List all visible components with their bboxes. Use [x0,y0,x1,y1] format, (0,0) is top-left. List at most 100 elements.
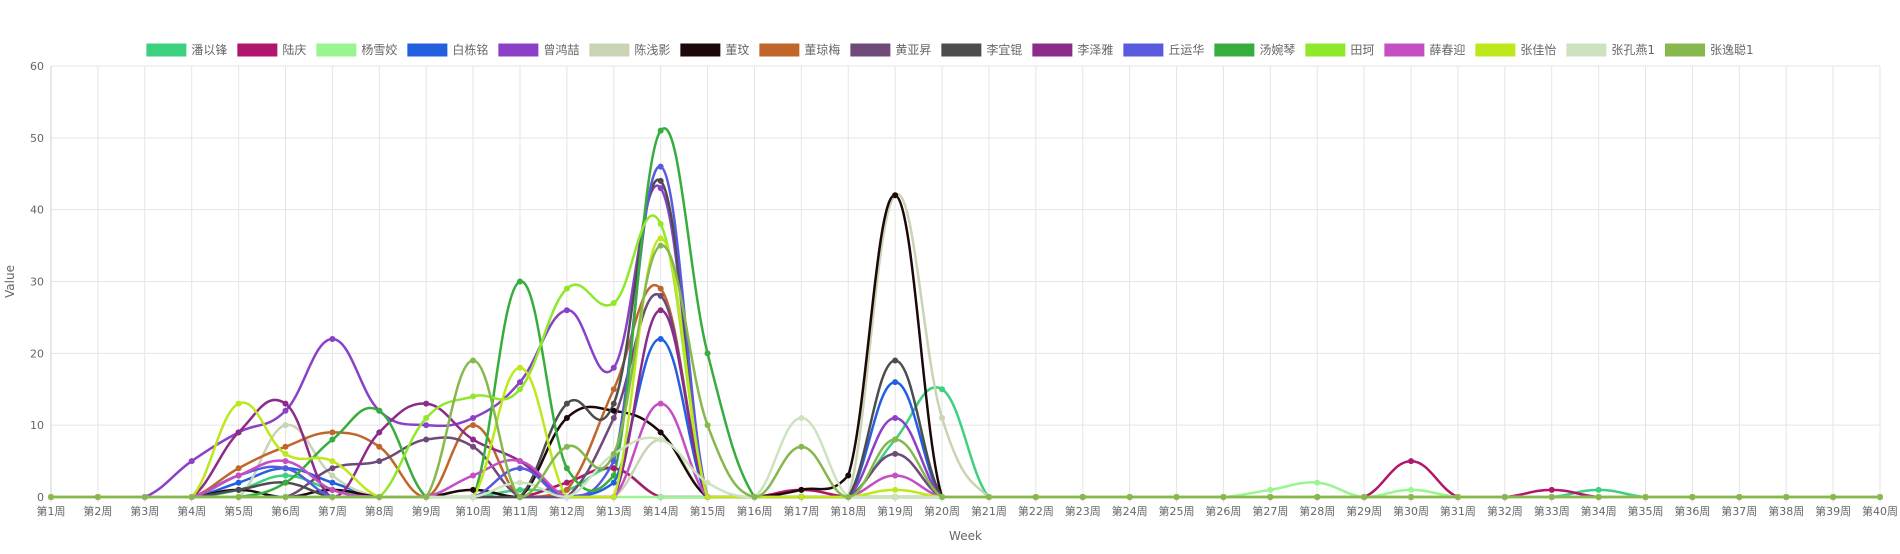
legend-item[interactable]: 丘运华 [1123,43,1204,57]
data-point[interactable] [329,335,336,342]
data-point[interactable] [235,494,242,500]
data-point[interactable] [516,479,523,486]
legend-item[interactable]: 陈浅影 [589,42,670,57]
data-point[interactable] [516,379,523,386]
data-point[interactable] [657,242,664,249]
data-point[interactable] [470,443,477,450]
data-point[interactable] [516,486,523,493]
data-point[interactable] [188,458,195,465]
data-point[interactable] [892,436,899,443]
data-point[interactable] [610,479,617,486]
data-point[interactable] [657,177,664,184]
data-point[interactable] [563,486,570,493]
data-point[interactable] [1314,479,1321,486]
data-point[interactable] [610,364,617,371]
legend-item[interactable]: 潘以锋 [146,43,227,57]
data-point[interactable] [423,494,430,500]
data-point[interactable] [657,285,664,292]
legend-item[interactable]: 白栋铭 [407,42,488,57]
data-point[interactable] [1408,486,1415,493]
data-point[interactable] [1267,494,1274,500]
data-point[interactable] [892,450,899,457]
data-point[interactable] [1361,494,1368,500]
data-point[interactable] [939,414,946,421]
legend-item[interactable]: 董琼梅 [759,42,840,57]
data-point[interactable] [141,494,148,500]
data-point[interactable] [329,472,336,479]
data-point[interactable] [985,494,992,500]
data-point[interactable] [1736,494,1743,500]
data-point[interactable] [235,465,242,472]
data-point[interactable] [1267,486,1274,493]
data-point[interactable] [798,486,805,493]
data-point[interactable] [282,458,289,465]
data-point[interactable] [845,472,852,479]
data-point[interactable] [423,414,430,421]
data-point[interactable] [563,307,570,314]
data-point[interactable] [657,235,664,242]
data-point[interactable] [282,465,289,472]
data-point[interactable] [235,486,242,493]
data-point[interactable] [704,422,711,429]
data-point[interactable] [516,494,523,500]
legend-item[interactable]: 杨雪姣 [316,42,397,57]
data-point[interactable] [563,494,570,500]
legend-item[interactable]: 田珂 [1305,43,1374,57]
data-point[interactable] [657,221,664,228]
data-point[interactable] [610,472,617,479]
data-point[interactable] [282,479,289,486]
data-point[interactable] [329,494,336,500]
data-point[interactable] [563,479,570,486]
data-point[interactable] [657,185,664,192]
data-point[interactable] [610,494,617,500]
legend-item[interactable]: 李宜锟 [941,42,1022,57]
data-point[interactable] [563,400,570,407]
data-point[interactable] [1032,494,1039,500]
data-point[interactable] [329,465,336,472]
data-point[interactable] [1408,494,1415,500]
data-point[interactable] [423,422,430,429]
data-point[interactable] [423,400,430,407]
data-point[interactable] [376,429,383,436]
data-point[interactable] [329,458,336,465]
data-point[interactable] [704,494,711,500]
data-point[interactable] [892,494,899,500]
data-point[interactable] [751,494,758,500]
data-point[interactable] [657,400,664,407]
data-point[interactable] [235,429,242,436]
data-point[interactable] [892,192,899,199]
data-point[interactable] [610,300,617,307]
data-point[interactable] [657,163,664,170]
data-point[interactable] [516,458,523,465]
data-point[interactable] [329,479,336,486]
data-point[interactable] [657,307,664,314]
data-point[interactable] [892,414,899,421]
legend-item[interactable]: 张佳怡 [1475,43,1556,57]
data-point[interactable] [376,443,383,450]
data-point[interactable] [1548,486,1555,493]
data-point[interactable] [188,494,195,500]
data-point[interactable] [845,494,852,500]
data-point[interactable] [610,407,617,414]
data-point[interactable] [610,400,617,407]
legend-item[interactable]: 陆庆 [237,42,306,57]
legend-item[interactable]: 李泽雅 [1032,42,1113,57]
legend-item[interactable]: 薛春迎 [1384,43,1465,57]
data-point[interactable] [1642,494,1649,500]
data-point[interactable] [563,414,570,421]
data-point[interactable] [329,429,336,436]
data-point[interactable] [892,486,899,493]
data-point[interactable] [657,335,664,342]
data-point[interactable] [329,436,336,443]
data-point[interactable] [704,350,711,357]
data-point[interactable] [1079,494,1086,500]
data-point[interactable] [1314,494,1321,500]
data-point[interactable] [282,472,289,479]
legend-item[interactable]: 黄亚昇 [850,43,931,57]
data-point[interactable] [1595,494,1602,500]
data-point[interactable] [892,379,899,386]
legend-item[interactable]: 汤婉琴 [1214,42,1295,57]
data-point[interactable] [376,407,383,414]
data-point[interactable] [470,422,477,429]
data-point[interactable] [657,436,664,443]
